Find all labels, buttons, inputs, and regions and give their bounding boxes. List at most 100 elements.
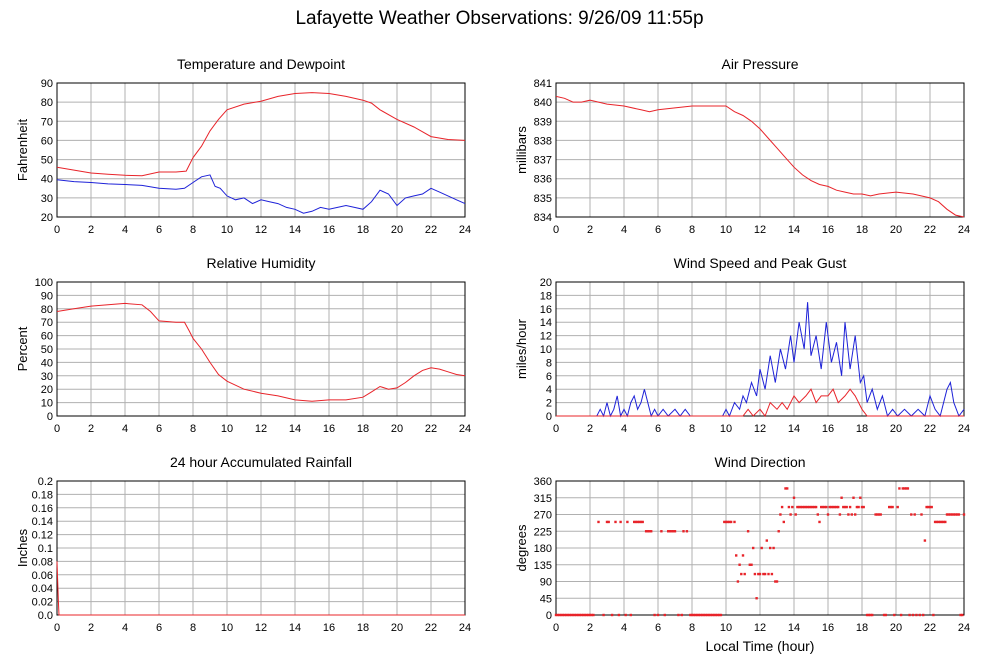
x-tick-label: 2 bbox=[587, 224, 593, 236]
data-point bbox=[626, 520, 629, 524]
data-point bbox=[813, 505, 816, 509]
x-tick-label: 22 bbox=[425, 423, 437, 435]
data-point bbox=[755, 597, 758, 600]
plot-frame bbox=[56, 281, 466, 417]
x-tick-label: 18 bbox=[856, 224, 868, 236]
data-point bbox=[777, 530, 780, 533]
x-tick-label: 16 bbox=[323, 622, 335, 634]
data-point bbox=[952, 513, 955, 516]
y-tick-label: 315 bbox=[534, 493, 552, 505]
data-point bbox=[865, 613, 869, 617]
y-tick-label: 30 bbox=[41, 371, 53, 383]
x-tick-label: 8 bbox=[190, 224, 196, 236]
y-tick-label: 360 bbox=[534, 476, 552, 488]
data-point bbox=[566, 613, 570, 617]
data-point bbox=[838, 513, 842, 516]
data-point bbox=[590, 613, 593, 617]
data-point bbox=[763, 572, 767, 576]
y-tick-label: 135 bbox=[534, 560, 552, 572]
y-tick-label: 4 bbox=[546, 384, 552, 396]
x-tick-label: 6 bbox=[156, 622, 162, 634]
data-point bbox=[845, 505, 848, 509]
chart-title: Wind Direction bbox=[714, 454, 805, 470]
y-tick-label: 835 bbox=[534, 193, 552, 205]
data-point bbox=[831, 505, 835, 509]
data-point bbox=[770, 572, 774, 576]
data-point bbox=[692, 613, 695, 617]
x-tick-label: 18 bbox=[357, 622, 369, 634]
data-point bbox=[775, 580, 779, 583]
data-point bbox=[697, 613, 700, 617]
data-point bbox=[925, 505, 928, 509]
y-tick-label: 60 bbox=[41, 331, 53, 343]
y-tick-label: 839 bbox=[534, 116, 552, 128]
data-point bbox=[629, 613, 632, 617]
data-point bbox=[869, 613, 872, 617]
x-tick-label: 10 bbox=[221, 224, 233, 236]
y-tick-label: 0.1 bbox=[38, 543, 53, 555]
data-point bbox=[867, 613, 870, 617]
x-tick-label: 22 bbox=[425, 224, 437, 236]
data-point bbox=[937, 520, 940, 524]
x-tick-label: 6 bbox=[156, 224, 162, 236]
x-tick-label: 10 bbox=[720, 224, 732, 236]
data-point bbox=[677, 613, 680, 617]
data-point bbox=[554, 613, 558, 617]
x-tick-label: 0 bbox=[54, 622, 60, 634]
y-tick-label: 60 bbox=[41, 135, 53, 147]
data-point bbox=[706, 613, 709, 617]
x-tick-label: 14 bbox=[289, 622, 301, 634]
y-tick-label: 40 bbox=[41, 357, 53, 369]
data-point bbox=[830, 505, 833, 509]
data-point bbox=[876, 513, 879, 516]
data-point bbox=[559, 613, 563, 617]
data-point bbox=[791, 505, 794, 509]
data-point bbox=[578, 613, 581, 617]
data-point bbox=[804, 505, 808, 509]
data-point bbox=[728, 520, 731, 524]
x-tick-label: 22 bbox=[425, 622, 437, 634]
data-point bbox=[809, 505, 813, 509]
data-point bbox=[893, 613, 896, 617]
chart-title: 24 hour Accumulated Rainfall bbox=[170, 454, 352, 470]
data-point bbox=[833, 505, 836, 509]
y-tick-label: 0 bbox=[546, 610, 552, 622]
data-point bbox=[837, 505, 840, 509]
data-point bbox=[896, 505, 899, 509]
data-point bbox=[639, 520, 643, 524]
data-point bbox=[932, 613, 935, 617]
data-point bbox=[568, 613, 571, 617]
x-tick-label: 2 bbox=[88, 622, 94, 634]
x-tick-label: 22 bbox=[924, 224, 936, 236]
data-point bbox=[633, 520, 636, 524]
data-point bbox=[945, 513, 949, 516]
data-point bbox=[636, 520, 639, 524]
x-tick-label: 18 bbox=[357, 224, 369, 236]
data-point bbox=[614, 520, 617, 524]
data-point bbox=[712, 613, 716, 617]
x-tick-label: 16 bbox=[323, 423, 335, 435]
data-point bbox=[814, 505, 818, 509]
data-point bbox=[680, 613, 683, 617]
x-axis-label: Local Time (hour) bbox=[706, 638, 815, 654]
data-point bbox=[818, 520, 821, 524]
y-tick-label: 0.02 bbox=[32, 597, 53, 609]
data-point bbox=[753, 572, 757, 576]
x-tick-label: 18 bbox=[856, 622, 868, 634]
data-point bbox=[607, 520, 610, 524]
data-point bbox=[944, 520, 947, 524]
data-point bbox=[959, 613, 962, 617]
x-tick-label: 12 bbox=[754, 423, 766, 435]
y-tick-label: 50 bbox=[41, 155, 53, 167]
data-point bbox=[779, 513, 782, 516]
x-tick-label: 0 bbox=[553, 622, 559, 634]
y-tick-label: 837 bbox=[534, 155, 552, 167]
data-point bbox=[641, 520, 644, 524]
data-point bbox=[716, 613, 719, 617]
data-point bbox=[942, 520, 945, 524]
y-tick-label: 16 bbox=[540, 304, 552, 316]
data-point bbox=[840, 496, 843, 499]
